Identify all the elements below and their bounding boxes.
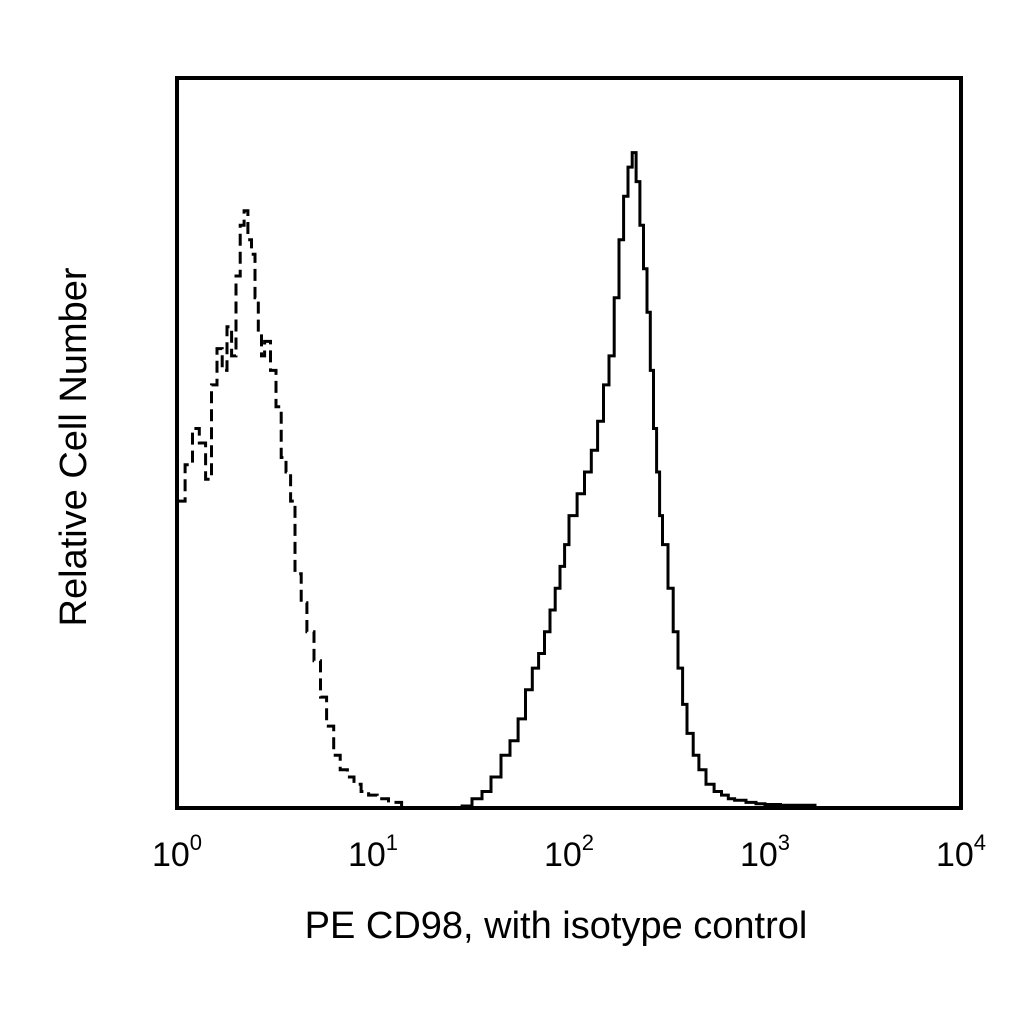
series-layer (177, 151, 817, 808)
isotype-control-histogram (177, 209, 404, 806)
x-tick-label: 103 (740, 830, 790, 874)
x-tick-label: 101 (348, 830, 398, 874)
x-tick-label: 100 (152, 830, 202, 874)
y-axis-label: Relative Cell Number (53, 267, 95, 626)
x-tick-labels: 100 101 102 103 104 (152, 830, 986, 874)
x-axis-label: PE CD98, with isotype control (305, 905, 808, 947)
x-tick-label: 104 (936, 830, 986, 874)
x-tick-label: 102 (544, 830, 594, 874)
pe-cd98-histogram (460, 151, 817, 808)
plot-frame (175, 76, 963, 810)
